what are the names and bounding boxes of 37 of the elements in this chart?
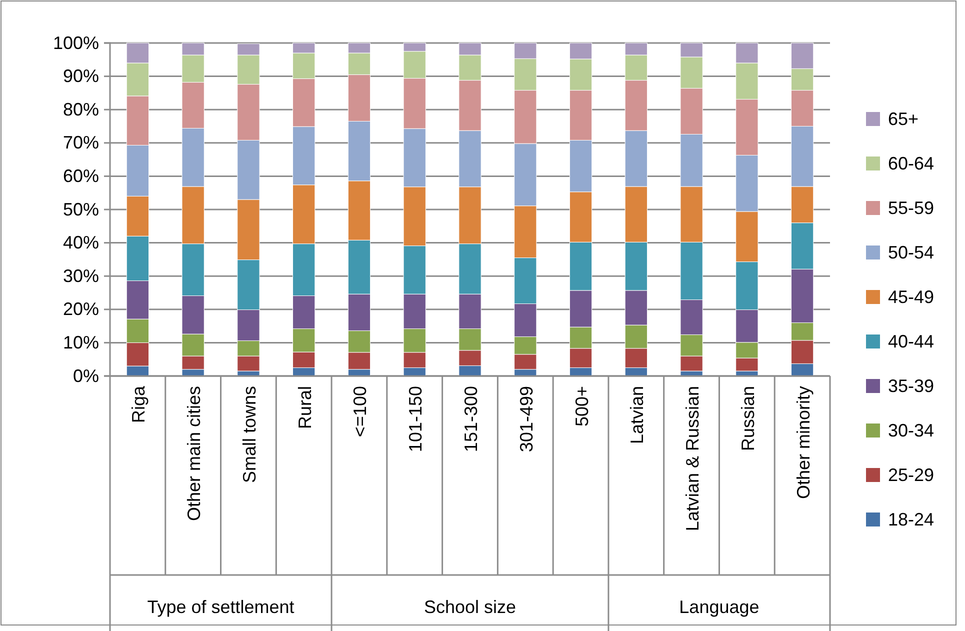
legend-label: 55-59 <box>888 198 934 218</box>
legend-label: 60-64 <box>888 154 934 174</box>
x-tick-label: Riga <box>128 385 149 424</box>
x-tick-label: Small towns <box>239 386 260 484</box>
y-tick-label: 40% <box>62 232 99 253</box>
x-tick-label: 301-499 <box>516 386 536 452</box>
legend-label: 35-39 <box>888 376 934 396</box>
legend-label: 50-54 <box>888 242 934 262</box>
x-tick-label: 500+ <box>572 386 592 427</box>
y-tick-label: 30% <box>62 266 99 286</box>
x-tick-label: Other main cities <box>184 386 204 522</box>
legend-label: 65+ <box>888 109 919 129</box>
y-tick-label: 70% <box>62 132 99 153</box>
x-tick-label: Latvian & Russian <box>682 386 703 532</box>
y-tick-label: 10% <box>62 332 99 352</box>
x-tick-label: Russian <box>738 386 758 452</box>
legend-label: 25-29 <box>888 465 934 485</box>
y-tick-label: 20% <box>62 299 99 320</box>
x-tick-label: Other minority <box>793 386 814 500</box>
y-tick-label: 60% <box>62 166 99 186</box>
x-tick-label: 101-150 <box>406 386 426 452</box>
y-tick-label: 50% <box>62 199 99 220</box>
x-tick-label: 151-300 <box>461 386 481 452</box>
legend-label: 30-34 <box>888 420 934 440</box>
y-tick-label: 100% <box>52 32 99 53</box>
text: School size <box>424 597 516 617</box>
x-tick-label: <=100 <box>350 386 370 438</box>
y-tick-label: 90% <box>62 66 99 86</box>
text: Language <box>679 597 760 617</box>
legend-label: 18-24 <box>888 510 934 530</box>
legend-label: 45-49 <box>888 287 934 307</box>
text: Type of settlement <box>147 597 294 617</box>
x-tick-label: Rural <box>294 386 315 430</box>
x-tick-label: Latvian <box>627 386 648 444</box>
y-tick-label: 0% <box>72 366 99 386</box>
y-tick-label: 80% <box>62 99 99 120</box>
legend-label: 40-44 <box>888 332 934 352</box>
